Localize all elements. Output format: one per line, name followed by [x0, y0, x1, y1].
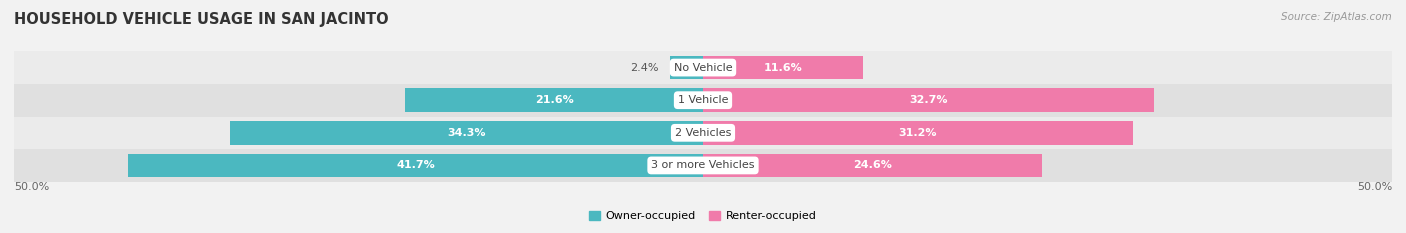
Text: 2.4%: 2.4%	[630, 63, 659, 72]
Bar	[231, 121, 703, 144]
Text: 24.6%: 24.6%	[853, 161, 891, 170]
Bar	[669, 56, 703, 79]
Text: 1 Vehicle: 1 Vehicle	[678, 95, 728, 105]
Text: 3 or more Vehicles: 3 or more Vehicles	[651, 161, 755, 170]
Text: 41.7%: 41.7%	[396, 161, 434, 170]
Bar	[14, 149, 1392, 182]
Bar	[14, 116, 1392, 149]
Bar	[703, 154, 1042, 177]
Text: HOUSEHOLD VEHICLE USAGE IN SAN JACINTO: HOUSEHOLD VEHICLE USAGE IN SAN JACINTO	[14, 12, 388, 27]
Bar	[703, 56, 863, 79]
Text: 50.0%: 50.0%	[1357, 182, 1392, 192]
Bar	[405, 89, 703, 112]
Bar	[703, 121, 1133, 144]
Text: No Vehicle: No Vehicle	[673, 63, 733, 72]
Bar	[703, 89, 1153, 112]
Text: 50.0%: 50.0%	[14, 182, 49, 192]
Text: Source: ZipAtlas.com: Source: ZipAtlas.com	[1281, 12, 1392, 22]
Legend: Owner-occupied, Renter-occupied: Owner-occupied, Renter-occupied	[585, 207, 821, 226]
Text: 34.3%: 34.3%	[447, 128, 486, 138]
Bar	[14, 51, 1392, 84]
Text: 32.7%: 32.7%	[910, 95, 948, 105]
Text: 11.6%: 11.6%	[763, 63, 803, 72]
Text: 31.2%: 31.2%	[898, 128, 938, 138]
Bar	[14, 84, 1392, 116]
Bar	[128, 154, 703, 177]
Text: 2 Vehicles: 2 Vehicles	[675, 128, 731, 138]
Text: 21.6%: 21.6%	[534, 95, 574, 105]
